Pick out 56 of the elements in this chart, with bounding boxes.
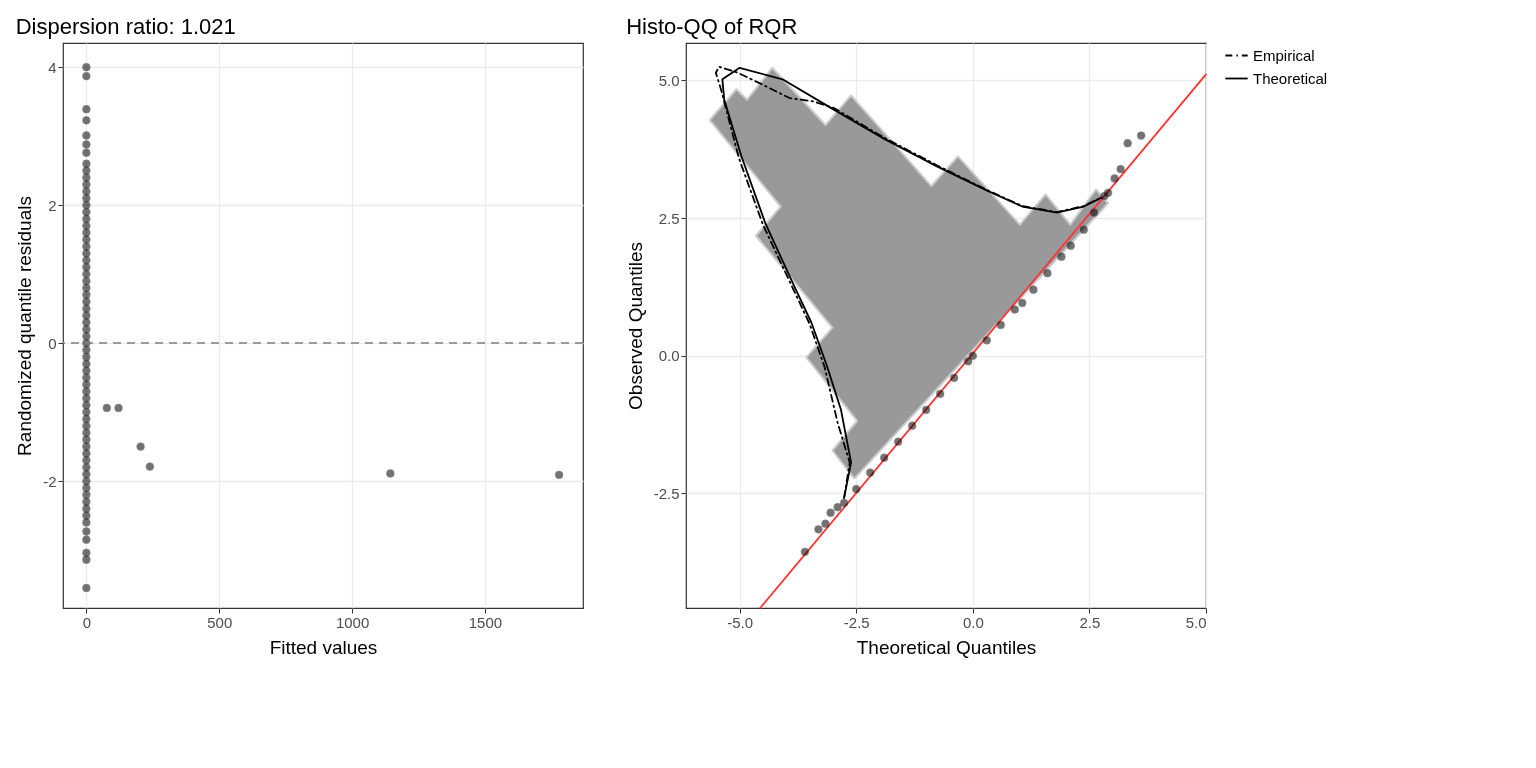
point — [1010, 305, 1019, 314]
point — [1137, 131, 1146, 140]
chart-title: Histo-QQ of RQR — [626, 14, 798, 39]
point — [982, 336, 991, 345]
x-tick-label: 1000 — [335, 613, 370, 631]
point — [1018, 298, 1027, 308]
point — [963, 357, 973, 366]
y-tick-label: -2.5 — [653, 484, 680, 502]
point — [800, 547, 810, 556]
point — [936, 389, 945, 398]
y-axis-title: Randomized quantile residuals — [14, 196, 36, 456]
point — [839, 498, 849, 507]
point — [968, 351, 977, 360]
point — [866, 468, 875, 477]
x-tick-label: 1500 — [468, 613, 503, 631]
point — [1057, 252, 1066, 261]
point — [1116, 164, 1125, 174]
legend-label: Theoretical — [1253, 69, 1328, 87]
legend-label: Empirical — [1253, 46, 1315, 64]
point — [821, 519, 830, 528]
point — [894, 437, 903, 446]
point — [826, 508, 835, 517]
chart-title: Dispersion ratio: 1.021 — [15, 14, 236, 39]
point — [852, 484, 861, 494]
x-axis-title: Theoretical Quantiles — [856, 636, 1037, 658]
point — [996, 320, 1005, 330]
point — [1089, 208, 1099, 217]
point — [1029, 285, 1038, 294]
x-tick-label: -5.0 — [727, 613, 754, 631]
x-tick-label: 0 — [82, 613, 92, 631]
x-tick-label: -2.5 — [843, 613, 870, 631]
x-tick-label: 5.0 — [1185, 613, 1207, 631]
point — [814, 525, 823, 534]
point — [922, 405, 931, 414]
y-tick-label: 4 — [48, 58, 57, 76]
y-tick-label: -2 — [43, 472, 57, 490]
y-tick-label: 0.0 — [658, 347, 680, 365]
y-axis-title: Observed Quantiles — [624, 242, 646, 410]
y-tick-label: 5.0 — [658, 71, 680, 89]
x-tick-label: 500 — [207, 613, 233, 631]
point — [1043, 269, 1052, 278]
point — [1123, 139, 1132, 148]
point — [1066, 241, 1075, 250]
point — [1103, 188, 1113, 197]
point — [833, 503, 842, 512]
y-tick-label: 2.5 — [658, 209, 680, 227]
point — [1110, 174, 1119, 183]
x-axis-title: Fitted values — [269, 636, 378, 658]
x-tick-label: 0.0 — [962, 613, 984, 631]
point — [880, 453, 889, 462]
y-tick-label: 0 — [48, 334, 57, 352]
point — [1079, 225, 1088, 234]
y-tick-label: 2 — [48, 196, 57, 214]
point — [908, 421, 917, 430]
x-tick-label: 2.5 — [1079, 613, 1101, 631]
point — [949, 373, 959, 382]
